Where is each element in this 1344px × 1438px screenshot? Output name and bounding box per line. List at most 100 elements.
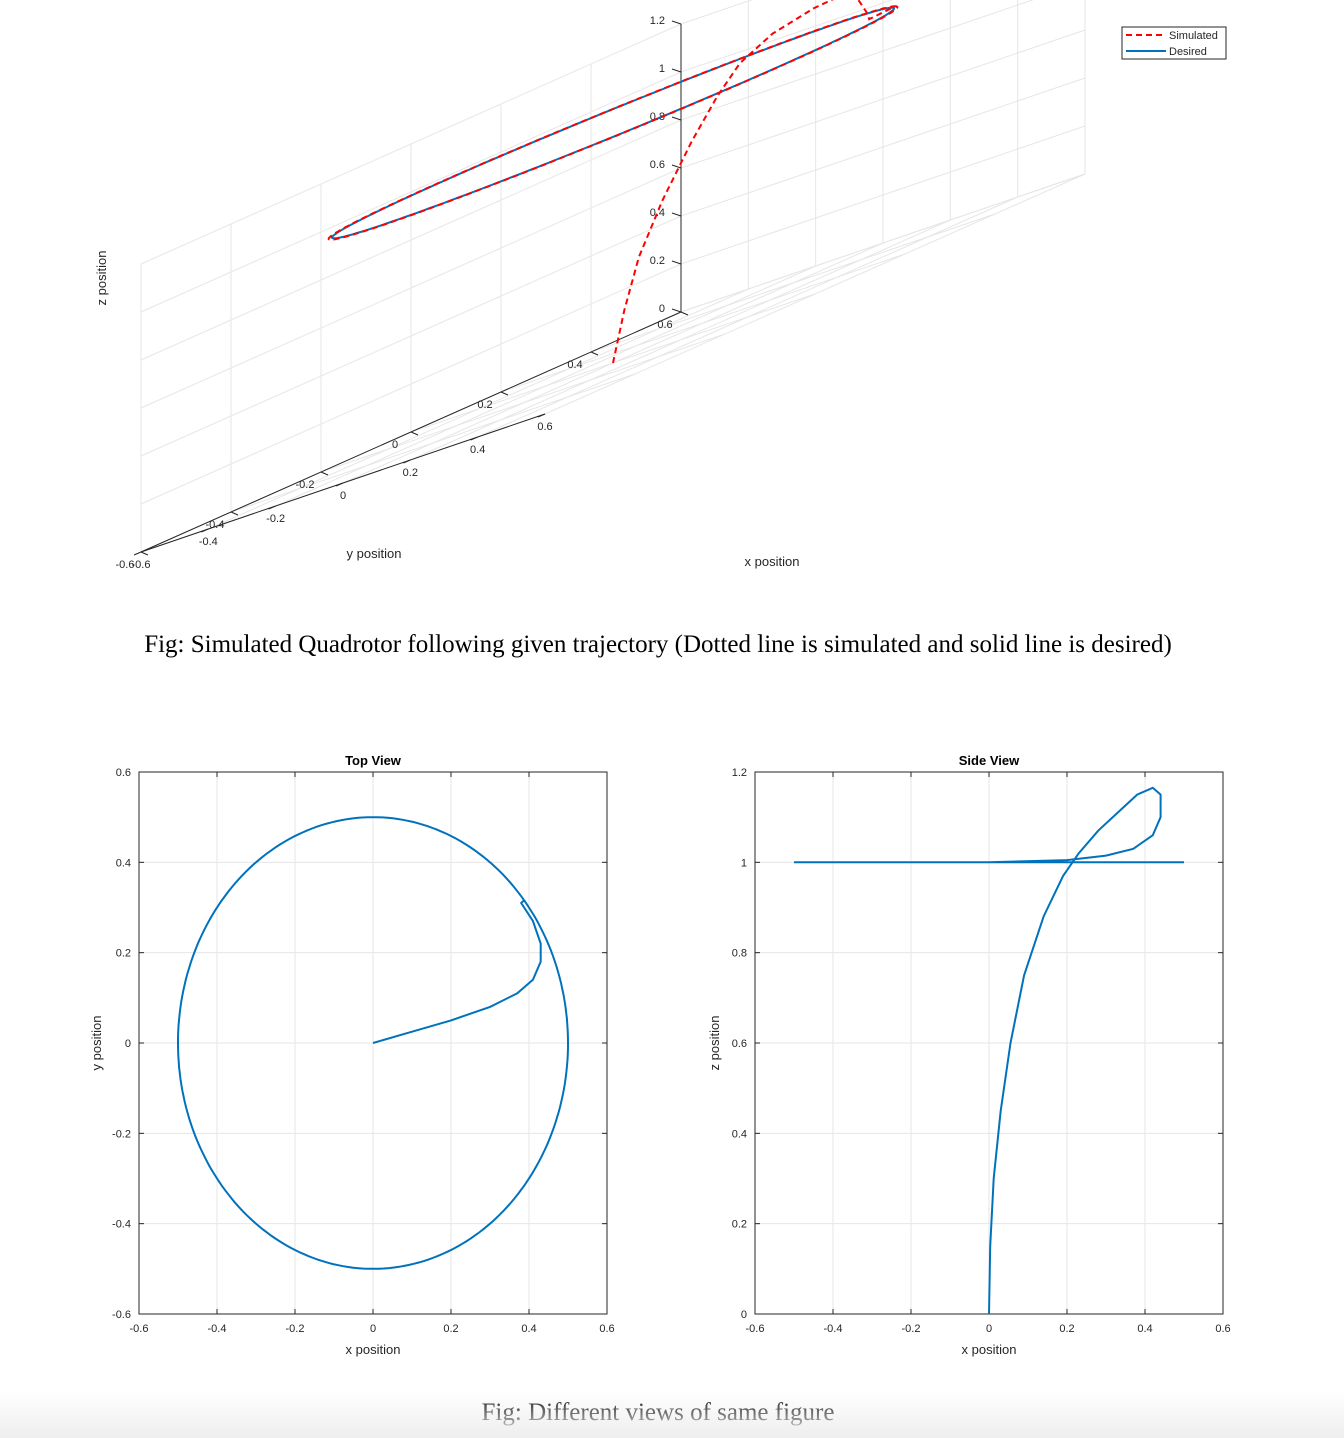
z-tick-label: 1 bbox=[659, 63, 665, 75]
legend-desired-label: Desired bbox=[1169, 46, 1207, 58]
x-tick-label: 0.4 bbox=[521, 1323, 536, 1335]
y-tick-label: 0.6 bbox=[657, 319, 672, 331]
x-tick-label: -0.4 bbox=[199, 536, 218, 548]
grid-side-z bbox=[140, 23, 682, 265]
x-tick-label: -0.2 bbox=[266, 513, 285, 525]
x-tick-label: 0.4 bbox=[470, 444, 485, 456]
plot-3d-grid bbox=[140, 0, 1086, 553]
caption-bottom: Fig: Different views of same figure bbox=[482, 1399, 835, 1426]
y-tick-label: 0 bbox=[392, 439, 398, 451]
plot-top-view-x-label: x position bbox=[346, 1342, 401, 1357]
x-tick-label: 0.4 bbox=[1137, 1323, 1152, 1335]
y-tick-mark bbox=[500, 391, 509, 396]
x-tick-label: 0.6 bbox=[599, 1323, 614, 1335]
grid-side-z bbox=[140, 119, 682, 361]
grid-back-z bbox=[680, 29, 1086, 169]
y-tick-label: 0.2 bbox=[732, 1219, 747, 1231]
y-tick-label: 0.6 bbox=[732, 1038, 747, 1050]
x-tick-label: -0.6 bbox=[746, 1323, 765, 1335]
x-tick-mark bbox=[268, 505, 276, 510]
plot-3d-axes bbox=[133, 20, 689, 556]
x-tick-label: 0 bbox=[370, 1323, 376, 1335]
y-tick-label: 0.4 bbox=[567, 359, 582, 371]
grid-back-z bbox=[680, 0, 894, 73]
x-tick-mark bbox=[537, 413, 546, 418]
y-tick-mark bbox=[590, 351, 599, 356]
y-tick-mark bbox=[140, 551, 149, 556]
grid-side-z bbox=[140, 167, 682, 409]
x-tick-label: -0.6 bbox=[132, 559, 151, 571]
x-tick-label: 0.2 bbox=[1059, 1323, 1074, 1335]
x-tick-mark bbox=[201, 528, 209, 533]
plot-top-view-title: Top View bbox=[345, 753, 402, 768]
plot-side-view: Side View -0.6 -0.4 -0.2 0 0.2 0.4 0.6 0 0.2 0.4 0… bbox=[707, 753, 1231, 1357]
y-tick-label: 1 bbox=[741, 857, 747, 869]
plot-3d-z-label: z position bbox=[94, 251, 109, 306]
grid-back-z bbox=[680, 77, 1086, 217]
x-tick-mark bbox=[335, 482, 344, 487]
x-tick-label: -0.4 bbox=[824, 1323, 843, 1335]
grid-floor-y bbox=[590, 213, 996, 353]
x-tick-label: -0.6 bbox=[130, 1323, 149, 1335]
plot-3d-x-label: x position bbox=[745, 554, 800, 569]
top-view-trajectory-line bbox=[177, 816, 569, 1270]
grid-back-z bbox=[680, 0, 1034, 121]
x-tick-label: 0.6 bbox=[1215, 1323, 1230, 1335]
x-tick-label: -0.2 bbox=[286, 1323, 305, 1335]
x-tick-label: 0.2 bbox=[403, 467, 418, 479]
x-tick-label: 0.2 bbox=[443, 1323, 458, 1335]
y-tick-label: 0 bbox=[125, 1038, 131, 1050]
legend: Simulated Desired bbox=[1121, 26, 1227, 60]
y-tick-label: 0.2 bbox=[477, 399, 492, 411]
x-tick-label: -0.4 bbox=[208, 1323, 227, 1335]
plot-side-view-y-label: z position bbox=[707, 1016, 722, 1071]
grid-back-z bbox=[680, 173, 1086, 313]
y-tick-mark bbox=[410, 431, 419, 436]
grid-side-z bbox=[140, 71, 682, 313]
z-tick-mark bbox=[671, 260, 682, 265]
y-tick-label: 0.4 bbox=[116, 857, 131, 869]
plot-3d-y-label: y position bbox=[347, 546, 402, 561]
y-tick-mark bbox=[230, 511, 239, 516]
z-tick-label: 0 bbox=[659, 303, 665, 315]
plot-top-view: Top View -0.6 -0.4 -0.2 0 0.2 0.4 0.6-0.6-0.4-… bbox=[89, 753, 615, 1357]
y-tick-label: 0 bbox=[741, 1309, 747, 1321]
legend-simulated-label: Simulated bbox=[1169, 30, 1218, 42]
grid-floor-y bbox=[500, 253, 906, 393]
y-tick-label: -0.6 bbox=[116, 559, 135, 571]
z-tick-mark bbox=[671, 164, 682, 169]
y-tick-label: 0.8 bbox=[732, 948, 747, 960]
z-tick-label: 0.6 bbox=[650, 159, 665, 171]
series-simulated-line bbox=[327, 0, 899, 364]
plot-side-view-tick-labels: -0.6 -0.4 -0.2 0 0.2 0.4 0.6 0 0.2 0.4 0.6 0.8 1 1.2 bbox=[732, 767, 1231, 1335]
grid-floor-y bbox=[320, 333, 726, 473]
plot-top-view-frame bbox=[138, 771, 608, 1315]
y-tick-label: 0.6 bbox=[116, 767, 131, 779]
y-tick-label: -0.6 bbox=[112, 1309, 131, 1321]
side-view-trajectory-line bbox=[794, 786, 1184, 1315]
x-tick-mark bbox=[403, 459, 411, 464]
grid-back-z bbox=[680, 125, 1086, 265]
plot-side-view-x-label: x position bbox=[962, 1342, 1017, 1357]
y-tick-label: -0.4 bbox=[206, 519, 225, 531]
x-tick-mark bbox=[470, 436, 478, 441]
grid-floor-y bbox=[230, 373, 636, 513]
z-tick-mark bbox=[671, 68, 682, 73]
series-desired-line bbox=[331, 6, 895, 240]
y-tick-mark bbox=[680, 311, 689, 316]
y-tick-label: -0.4 bbox=[112, 1219, 131, 1231]
z-tick-label: 1.2 bbox=[650, 15, 665, 27]
y-tick-label: -0.2 bbox=[296, 479, 315, 491]
z-tick-mark bbox=[671, 116, 682, 121]
caption-top: Fig: Simulated Quadrotor following given… bbox=[144, 631, 1172, 658]
x-tick-label: -0.2 bbox=[902, 1323, 921, 1335]
plot-3d: -0.6 -0.4 -0.2 0 0.2 0.4 0.6 -0.6 -0.4 -0.2 0 0.2 0.… bbox=[94, 0, 1227, 571]
x-tick-label: 0 bbox=[986, 1323, 992, 1335]
y-tick-label: 1.2 bbox=[732, 767, 747, 779]
x-tick-mark bbox=[133, 551, 142, 556]
z-tick-mark bbox=[671, 212, 682, 217]
plot-top-view-tick-labels: -0.6 -0.4 -0.2 0 0.2 0.4 0.6 -0.6 -0.4 -0.2 0 0.2 0.… bbox=[112, 767, 615, 1335]
grid-side-z bbox=[140, 215, 682, 457]
legend-box bbox=[1121, 26, 1227, 60]
